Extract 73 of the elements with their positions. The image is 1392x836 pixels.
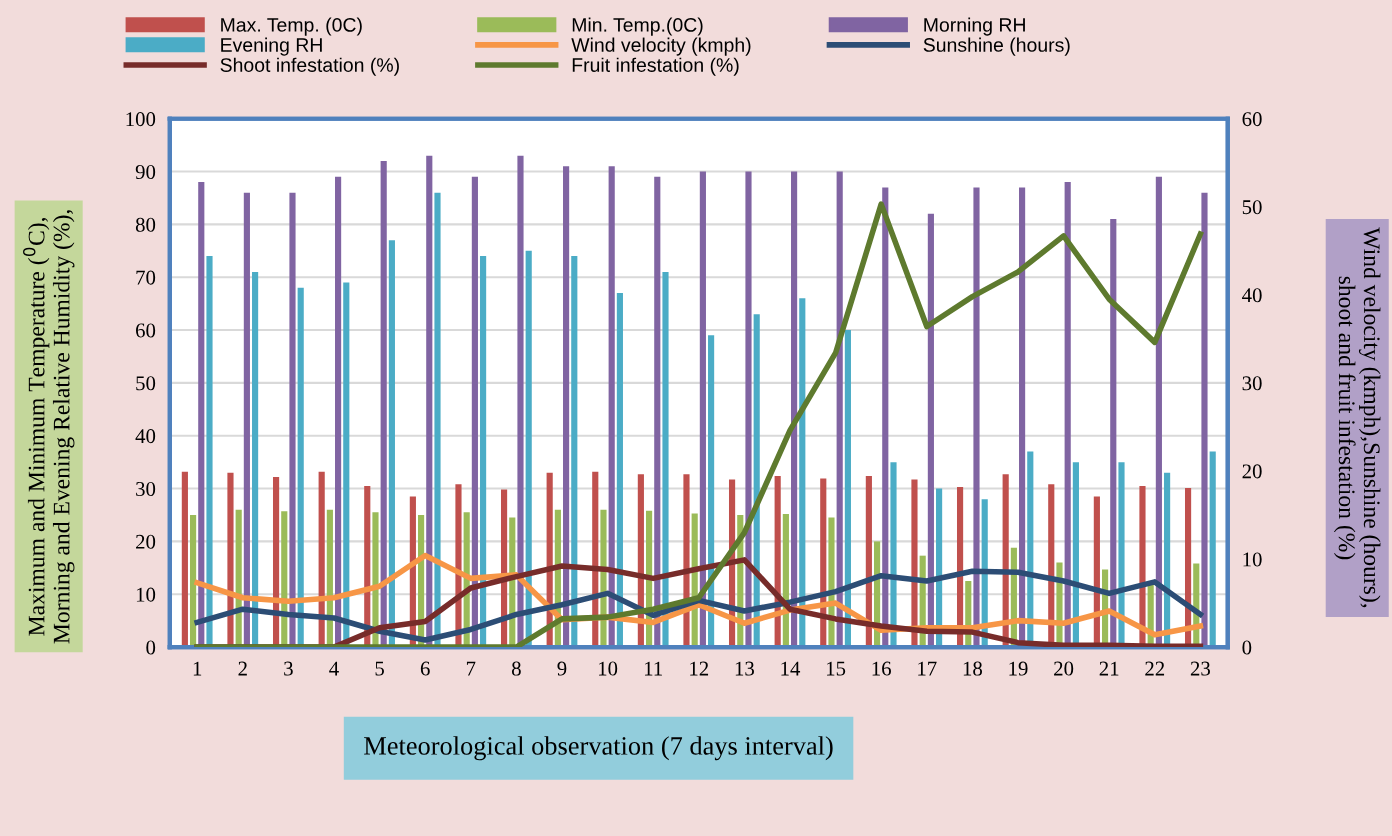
bar	[563, 166, 570, 648]
x-tick-label: 3	[284, 661, 293, 676]
y-tick-label: 20	[136, 534, 156, 549]
bar	[616, 293, 623, 648]
bar	[844, 330, 851, 648]
y2-tick-label: 30	[1242, 376, 1262, 391]
x-tick-label: 7	[466, 661, 476, 676]
x-tick-label: 11	[644, 661, 662, 676]
bar	[973, 187, 980, 648]
x-tick-label: 8	[511, 661, 521, 676]
x-tick-label: 17	[918, 661, 937, 676]
y2-axis-title: Wind velocity (kmph),Sunshine (hours), shoot and fruit infestation (%)	[1333, 227, 1381, 608]
bar	[1209, 451, 1216, 648]
bar	[654, 176, 661, 648]
y-tick-label: 60	[136, 323, 156, 338]
bar	[882, 187, 889, 648]
y-axis-title: Maximum and Minimum Temperature ($^{0}$C), Morning and Evening Relative Humidity (%),	[23, 210, 75, 644]
y2-tick-label: 0	[1242, 640, 1252, 655]
x-tick-label: 12	[690, 661, 709, 676]
bar	[525, 250, 532, 648]
y2-tick-label: 60	[1242, 112, 1262, 127]
bar	[608, 166, 615, 648]
x-tick-label: 10	[599, 661, 618, 676]
y2-tick-label: 10	[1243, 552, 1262, 567]
bar	[799, 298, 806, 648]
y2-tick-label: 40	[1242, 288, 1262, 303]
bar	[662, 271, 669, 648]
x-tick-label: 9	[557, 661, 567, 676]
legend-label: Wind velocity (kmph)	[571, 37, 751, 56]
legend-label: Fruit infestation (%)	[572, 57, 739, 76]
y-tick-label: 30	[136, 481, 156, 496]
legend-label: Morning RH	[924, 17, 1025, 36]
y-tick-label: 100	[126, 112, 156, 127]
x-tick-label: 6	[420, 661, 430, 676]
legend-label: Max. Temp. (0C)	[221, 17, 362, 36]
y-tick-label: 90	[135, 164, 156, 179]
legend-label: Min. Temp.(0C)	[572, 17, 703, 36]
bar	[181, 471, 188, 648]
x-tick-label: 5	[375, 661, 384, 676]
y-tick-label: 70	[136, 270, 156, 285]
bar	[791, 171, 798, 648]
bar	[571, 256, 578, 648]
y2-tick-label: 50	[1242, 200, 1262, 215]
x-tick-label: 21	[1099, 661, 1119, 676]
x-axis-title: Meteorological observation (7 days interval)	[364, 736, 833, 761]
bar	[745, 171, 752, 648]
x-tick-label: 15	[827, 661, 846, 676]
x-tick-label: 14	[781, 661, 801, 676]
x-tick-label: 16	[872, 661, 891, 676]
x-tick-label: 4	[329, 661, 339, 676]
bar	[911, 479, 918, 648]
x-tick-label: 23	[1190, 661, 1210, 676]
bar	[927, 213, 934, 648]
legend-label: Sunshine (hours)	[923, 37, 1070, 56]
x-tick-label: 18	[963, 661, 983, 676]
bar	[699, 171, 706, 648]
legend-label: Evening RH	[221, 37, 322, 56]
bar	[890, 462, 897, 648]
x-tick-label: 13	[735, 661, 754, 676]
y-tick-label: 0	[146, 640, 156, 655]
y-tick-label: 80	[135, 217, 156, 232]
bar	[1201, 192, 1208, 648]
x-tick-label: 19	[1009, 661, 1028, 676]
x-tick-label: 2	[238, 661, 247, 676]
y2-tick-label: 20	[1242, 464, 1262, 479]
y-tick-label: 50	[136, 376, 156, 391]
legend-label: Shoot infestation (%)	[220, 57, 399, 76]
x-tick-label: 1	[193, 661, 202, 676]
bar	[190, 514, 197, 648]
y-tick-label: 40	[135, 429, 156, 444]
x-tick-label: 22	[1145, 661, 1165, 676]
y-tick-label: 10	[136, 587, 156, 602]
x-tick-label: 20	[1054, 661, 1074, 676]
